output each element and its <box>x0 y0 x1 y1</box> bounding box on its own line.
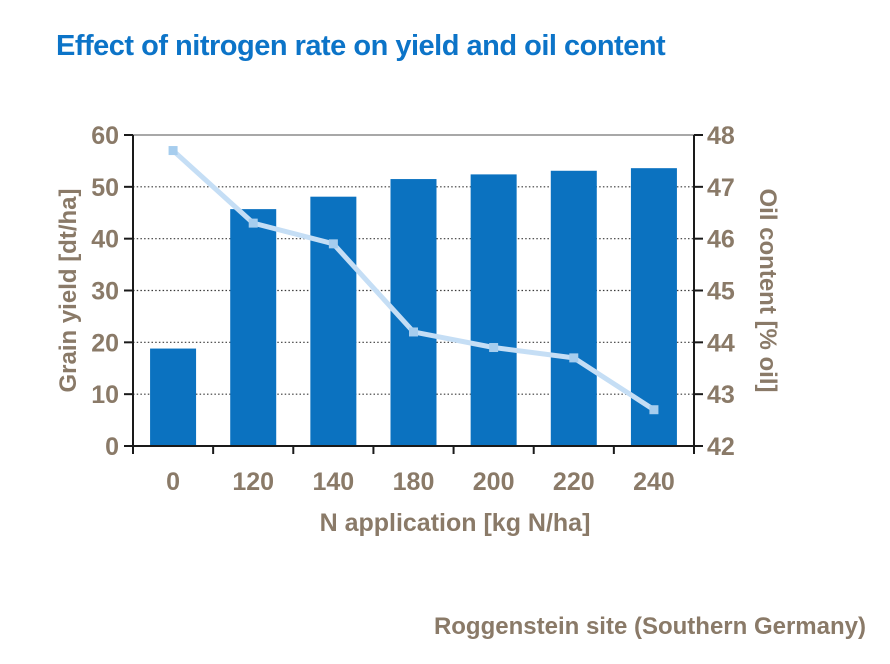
y-axis-right-tick-label: 43 <box>707 381 735 409</box>
y-axis-right-tick-label: 45 <box>707 278 735 306</box>
oil-content-marker <box>168 146 178 156</box>
oil-content-marker <box>409 327 418 337</box>
y-axis-left-tick-label: 0 <box>105 433 119 461</box>
x-axis-tick-label: 220 <box>553 468 595 496</box>
y-axis-right-title: Oil content [% oil] <box>754 189 781 393</box>
y-axis-right-tick-label: 47 <box>707 174 735 202</box>
y-axis-left-tick-label: 50 <box>91 174 119 202</box>
oil-content-marker <box>649 405 659 415</box>
y-axis-left-tick-label: 60 <box>91 122 119 150</box>
x-axis-tick-label: 180 <box>393 468 435 496</box>
y-axis-right-tick-label: 48 <box>707 122 735 150</box>
y-axis-right-tick-label: 46 <box>707 226 735 254</box>
y-axis-right-tick-label: 42 <box>707 433 735 461</box>
oil-content-marker <box>248 218 258 228</box>
x-axis-title: N application [kg N/ha] <box>320 509 591 537</box>
y-axis-left-tick-label: 10 <box>91 381 119 409</box>
y-axis-left-tick-label: 30 <box>91 278 119 306</box>
y-axis-left-title: Grain yield [dt/ha] <box>55 188 82 392</box>
source-caption: Roggenstein site (Southern Germany) <box>433 613 866 640</box>
grain-yield-bar <box>550 170 597 446</box>
grain-yield-bar <box>470 174 517 447</box>
chart-title: Effect of nitrogen rate on yield and oil… <box>56 30 666 62</box>
grain-yield-bar <box>630 168 677 446</box>
x-axis-tick-label: 240 <box>633 468 675 496</box>
y-axis-left-tick-label: 20 <box>91 329 119 357</box>
y-axis-left-tick-label: 40 <box>91 226 119 254</box>
oil-content-marker <box>328 239 338 249</box>
oil-content-marker <box>489 343 499 353</box>
grain-yield-bar <box>230 209 277 446</box>
x-axis-tick-label: 0 <box>166 468 180 496</box>
grain-yield-bar <box>310 196 357 446</box>
y-axis-right-tick-label: 44 <box>707 329 735 357</box>
x-axis-tick-label: 140 <box>312 468 354 496</box>
x-axis-tick-label: 200 <box>473 468 515 496</box>
grain-yield-bar <box>150 348 197 446</box>
oil-content-marker <box>569 353 579 363</box>
x-axis-tick-label: 120 <box>232 468 274 496</box>
